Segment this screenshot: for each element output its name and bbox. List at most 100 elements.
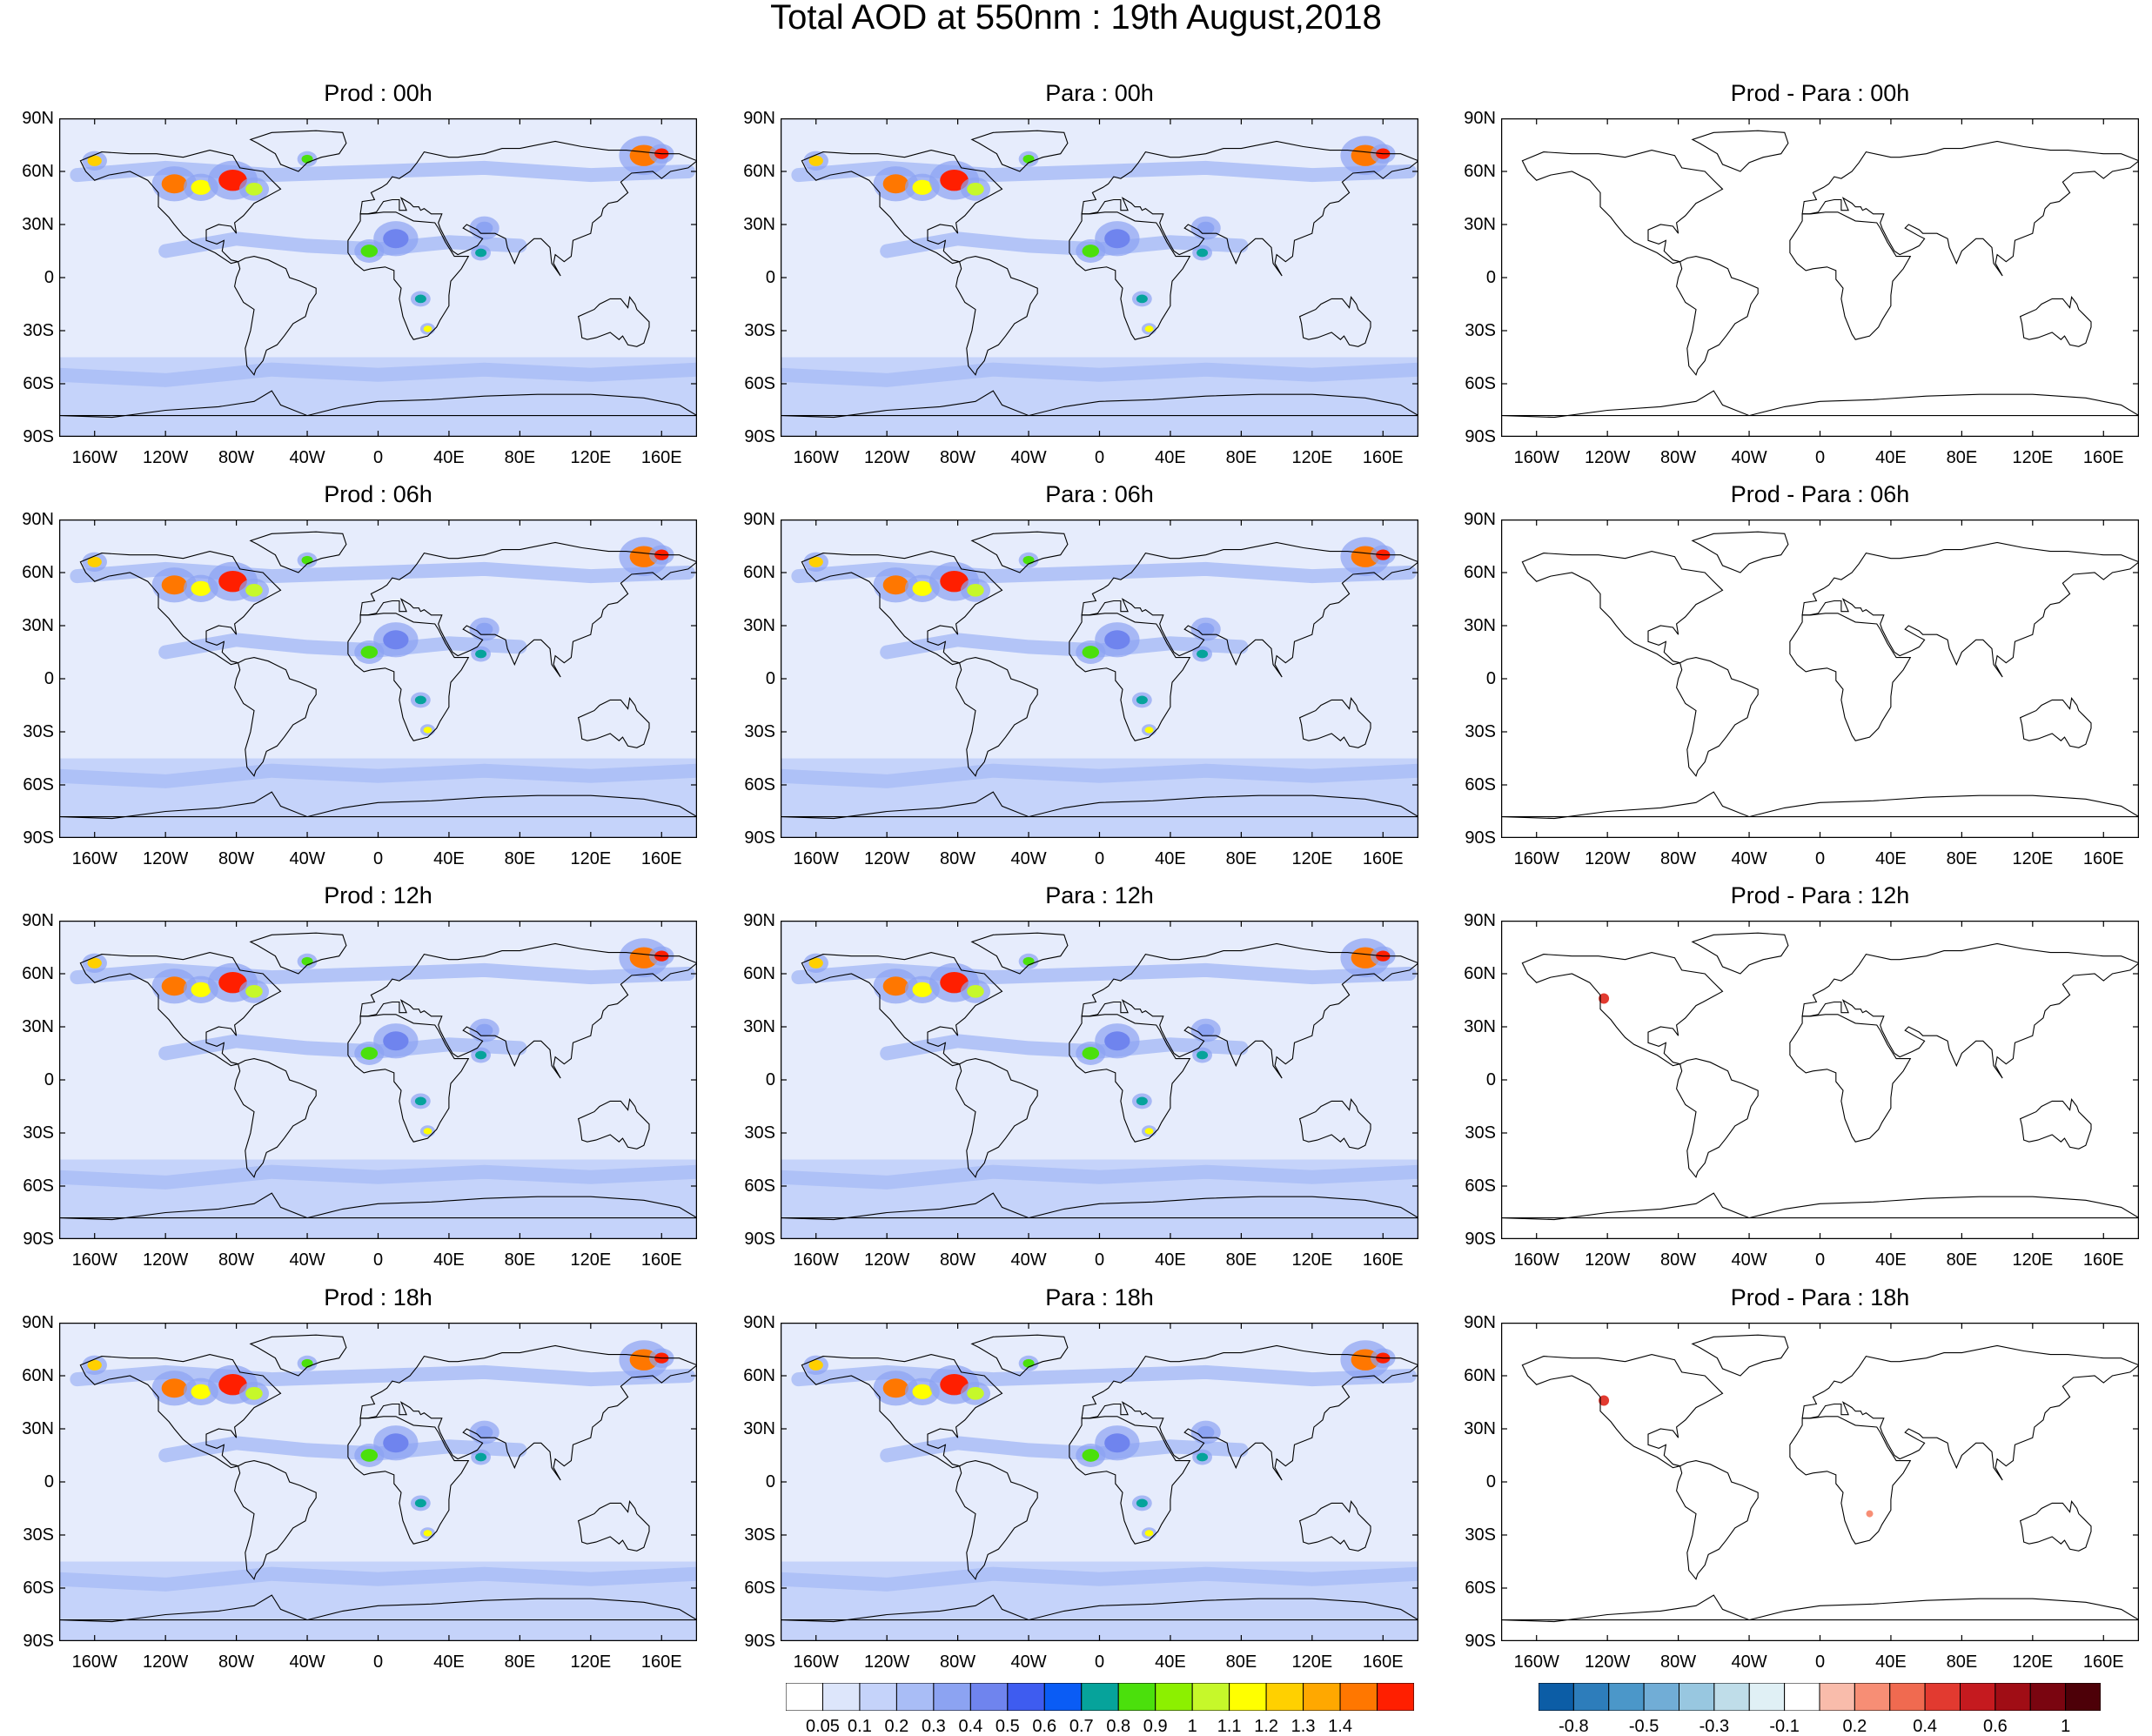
lon-tick-label: 120W — [1585, 448, 1631, 467]
coastline — [1069, 1014, 1191, 1143]
colorbar-label: 0.4 — [958, 1717, 983, 1736]
colorbar-box — [1377, 1683, 1414, 1711]
plume-core — [1144, 1530, 1154, 1537]
lon-tick-label: 120E — [570, 1652, 612, 1672]
coastline — [1521, 551, 1724, 666]
coastline — [1501, 791, 2139, 820]
lat-tick-label: 90S — [744, 828, 775, 848]
coastline — [249, 932, 347, 975]
coastline — [249, 1334, 347, 1377]
difference-spot — [1866, 1510, 1874, 1518]
lat-tick-label: 30S — [1465, 321, 1496, 340]
plume-core — [882, 1378, 909, 1398]
lat-tick-label: 30S — [744, 722, 775, 741]
lat-tick-label: 0 — [1485, 669, 1496, 688]
plume-core — [912, 580, 933, 596]
lon-tick-label: 40W — [1731, 849, 1767, 868]
coastline — [955, 1460, 1038, 1580]
plume-core — [383, 630, 409, 650]
difference-colorbar — [1539, 1683, 2101, 1711]
coastline — [781, 1192, 1418, 1221]
lat-tick-label: 90N — [743, 911, 775, 930]
plume-core — [1136, 695, 1148, 705]
lat-tick-label: 30N — [1464, 616, 1496, 635]
lon-tick-label: 120W — [143, 448, 189, 467]
plume-core — [1136, 1498, 1148, 1508]
panel-title: Prod - Para : 00h — [1730, 80, 1910, 106]
lat-tick-label: 0 — [765, 268, 775, 287]
lat-tick-label: 90S — [1465, 1230, 1496, 1249]
lat-tick-label: 30S — [744, 1123, 775, 1143]
lon-tick-label: 120E — [2012, 849, 2054, 868]
plume-core — [1022, 154, 1035, 164]
coastline — [1801, 541, 2139, 678]
plume-core — [1136, 1096, 1148, 1106]
aod-band — [880, 1436, 1249, 1463]
coastline — [234, 256, 317, 376]
coastline — [1501, 1192, 2139, 1221]
plume-core — [1144, 1128, 1154, 1135]
coastline — [79, 952, 282, 1067]
lat-tick-label: 60S — [744, 1176, 775, 1196]
colorbar-box — [1229, 1683, 1267, 1711]
panel-title: Prod - Para : 12h — [1730, 882, 1910, 908]
coastline — [1069, 613, 1191, 741]
lon-tick-label: 80E — [504, 1652, 536, 1672]
lat-tick-label: 60S — [744, 1578, 775, 1598]
lon-tick-label: 40W — [289, 849, 325, 868]
lon-tick-label: 80E — [1946, 448, 1978, 467]
map-panel — [781, 118, 1418, 437]
lat-tick-label: 30N — [1464, 1017, 1496, 1036]
lat-tick-label: 60N — [1464, 1366, 1496, 1385]
lon-tick-label: 40E — [1875, 448, 1907, 467]
lat-tick-label: 0 — [44, 268, 54, 287]
lat-tick-label: 0 — [1485, 268, 1496, 287]
coastline — [1691, 531, 1789, 573]
colorbar-box — [969, 1683, 1009, 1711]
lon-tick-label: 0 — [372, 1652, 384, 1672]
lat-tick-label: 30N — [22, 215, 54, 234]
colorbar-label: 0.5 — [995, 1717, 1020, 1736]
lon-tick-label: 0 — [1814, 1250, 1826, 1270]
lon-tick-label: 120E — [570, 1250, 612, 1270]
plume-core — [423, 1128, 432, 1135]
lat-tick-label: 0 — [765, 1070, 775, 1089]
plume-core — [1197, 221, 1215, 235]
colorbar-box — [895, 1683, 935, 1711]
lat-tick-label: 90S — [1465, 427, 1496, 446]
panel-title: Prod : 18h — [324, 1284, 432, 1310]
lon-tick-label: 160E — [2082, 1250, 2124, 1270]
coastline — [59, 390, 697, 419]
lon-tick-label: 40E — [433, 1250, 465, 1270]
plume-core — [967, 1387, 984, 1400]
lon-tick-label: 80E — [1946, 1652, 1978, 1672]
lon-tick-label: 160E — [2082, 1652, 2124, 1672]
lat-tick-label: 90N — [22, 510, 54, 529]
lon-tick-label: 120E — [1291, 849, 1333, 868]
map-panel — [1501, 1323, 2139, 1641]
coastline — [1298, 697, 1371, 748]
plume-core — [1197, 1023, 1215, 1037]
plume-core — [191, 580, 211, 596]
plume-core — [414, 695, 426, 705]
colorbar-label: 0.1 — [848, 1717, 872, 1736]
lat-tick-label: 60S — [1465, 374, 1496, 393]
lon-tick-label: 80E — [1225, 1250, 1257, 1270]
colorbar-box — [1784, 1683, 1820, 1711]
lon-tick-label: 120E — [570, 849, 612, 868]
coastline — [1691, 1334, 1789, 1377]
colorbar-label: 0.2 — [884, 1717, 909, 1736]
coastline — [1298, 1098, 1371, 1150]
plume-core — [808, 155, 823, 166]
plume-core — [475, 1050, 487, 1060]
coastline — [577, 1098, 650, 1150]
map-background — [1501, 921, 2139, 1239]
colorbar-box — [821, 1683, 861, 1711]
map-panel — [59, 519, 697, 838]
coastline — [577, 296, 650, 347]
lon-tick-label: 80E — [1946, 849, 1978, 868]
coastline — [1081, 140, 1418, 277]
plume-core — [383, 1433, 409, 1453]
coastline — [955, 657, 1038, 777]
plume-core — [475, 622, 493, 636]
